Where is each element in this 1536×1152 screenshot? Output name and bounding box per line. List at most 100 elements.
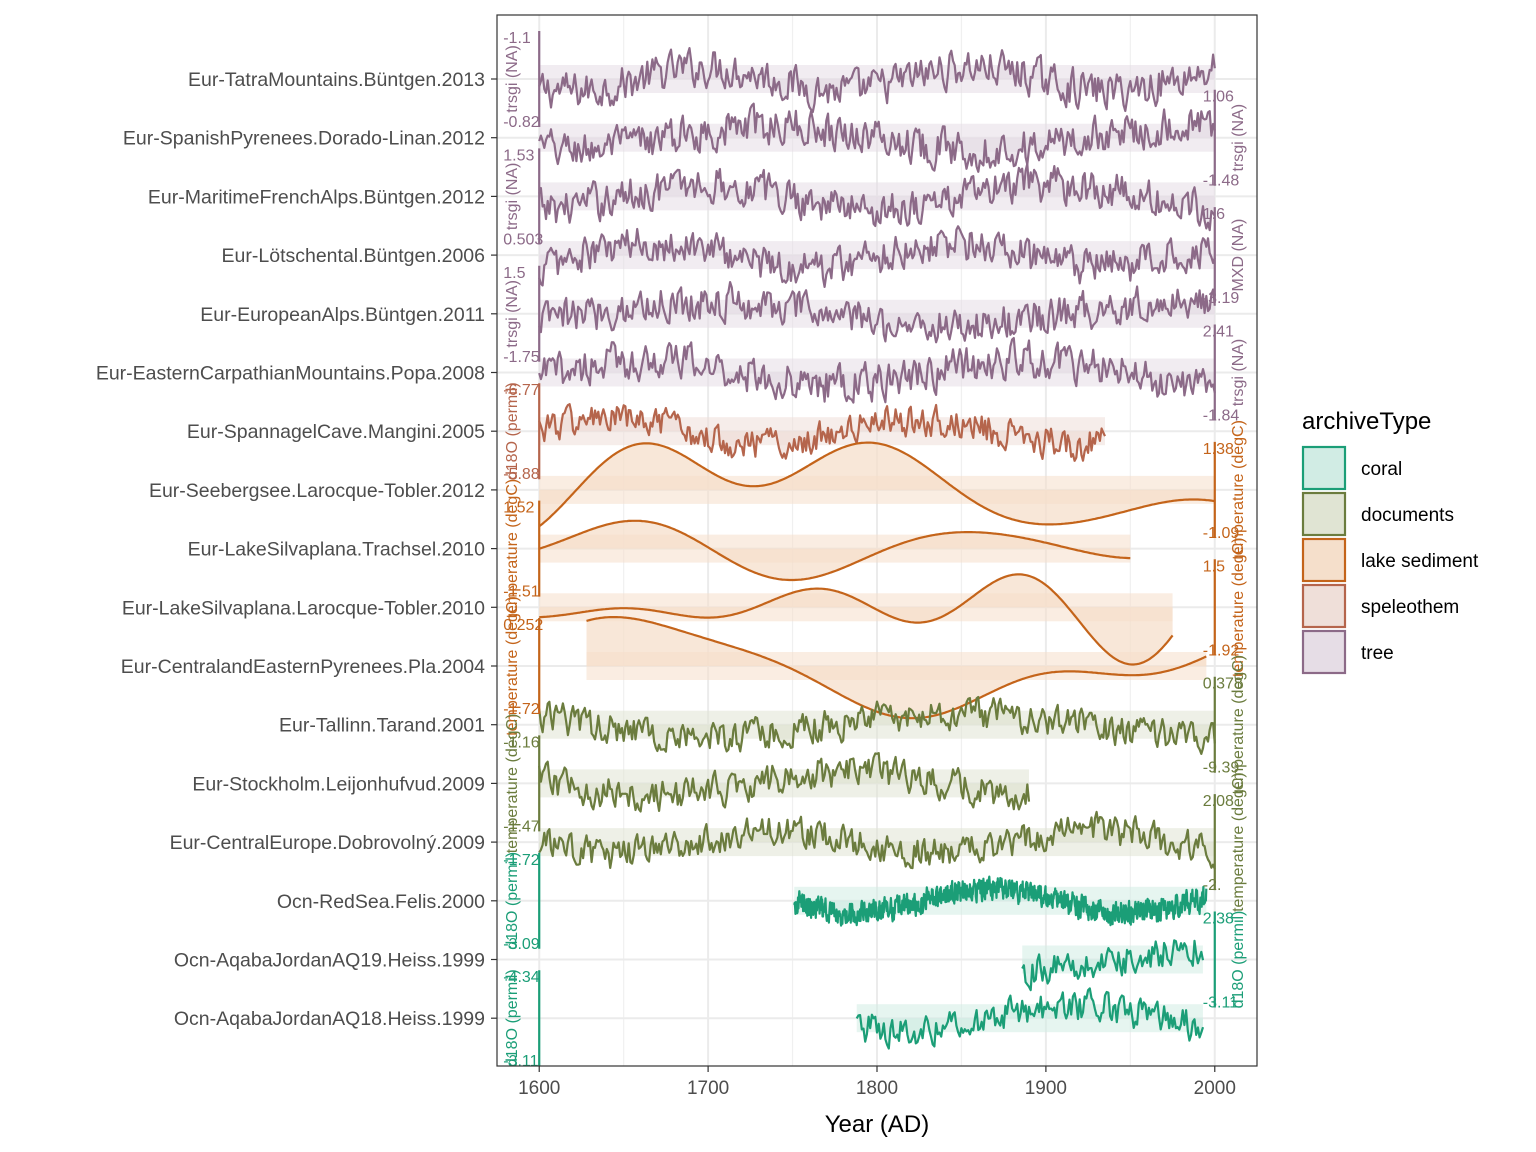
record-line [538, 810, 1216, 870]
legend-label: tree [1361, 643, 1394, 664]
record-axis-max-label: 1.06 [1203, 89, 1234, 106]
x-axis: 1600 1700 1800 1900 2000 [518, 1066, 1236, 1099]
record-axis-max-label: 2.41 [1203, 324, 1234, 341]
y-tick-label: Eur-MaritimeFrenchAlps.Büntgen.2012 [148, 186, 485, 208]
record-axis-title: trsgi (NA) [504, 45, 521, 113]
record-axis-title: trsgi (NA) [504, 163, 521, 231]
y-tick-label: Eur-EasternCarpathianMountains.Popa.2008 [96, 363, 485, 385]
x-tick-label: 1600 [518, 1078, 560, 1099]
y-tick-label: Eur-SpanishPyrenees.Dorado-Linan.2012 [123, 128, 485, 150]
record-axis-title: d18O (permil) [504, 382, 521, 480]
legend-label: lake sediment [1361, 551, 1479, 572]
record-axis-max-label: 1.5 [1203, 558, 1225, 575]
y-tick-label: Eur-CentralandEasternPyrenees.Pla.2004 [121, 656, 485, 678]
legend-swatch [1301, 537, 1347, 583]
legend-swatch [1301, 629, 1347, 675]
record-axis-title: d18O (permil) [504, 969, 521, 1067]
record-axis-title: d18O (permil) [1230, 911, 1247, 1009]
y-tick-label: Eur-Lötschental.Büntgen.2006 [222, 245, 485, 267]
record-series [538, 47, 1216, 1050]
record-axis-max-label: 2.08 [1203, 793, 1234, 810]
record-axis-min-label: -1.09 [1203, 525, 1240, 542]
record-line [793, 875, 1208, 927]
legend: archiveType coral documents lake sediment s… [1301, 408, 1479, 675]
record-band-strip [539, 534, 1131, 563]
record-axis-max-label: 0.252 [503, 617, 543, 634]
y-tick-label: Ocn-AqabaJordanAQ19.Heiss.1999 [174, 950, 485, 972]
y-tick-label: Eur-Tallinn.Tarand.2001 [279, 715, 485, 737]
legend-label: coral [1361, 459, 1402, 480]
record-line [538, 752, 1031, 813]
y-tick-label: Eur-LakeSilvaplana.Larocque-Tobler.2010 [122, 597, 485, 619]
y-tick-label: Eur-TatraMountains.Büntgen.2013 [188, 69, 485, 91]
record-axis-title: temperature (degC) [1230, 655, 1247, 795]
record-line [538, 102, 1216, 173]
record-line [538, 337, 1216, 404]
record-axis-min-label: 0.503 [503, 231, 543, 248]
record-axis-min-label: -1.84 [1203, 408, 1240, 425]
record-line [538, 225, 1216, 288]
record-axis-min-label: -1.51 [503, 584, 540, 601]
record-axis-max-label: -6.77 [503, 382, 540, 399]
record-axis-min-label: -1.75 [503, 349, 540, 366]
record-line [538, 519, 1131, 582]
record-axis-max-label: -4.34 [503, 969, 540, 986]
legend-swatch [1301, 445, 1347, 491]
record-line [538, 47, 1216, 114]
record-axis-min-label: -3.19 [1203, 290, 1240, 307]
legend-swatch [1301, 491, 1347, 537]
x-tick-label: 1800 [856, 1078, 898, 1099]
record-axis-title: trsgi (NA) [504, 280, 521, 348]
record-axis-min-label: -1.72 [503, 701, 540, 718]
record-line [538, 441, 1215, 528]
y-tick-label: Eur-SpannagelCave.Mangini.2005 [187, 421, 485, 443]
record-line [538, 695, 1216, 755]
record-line [538, 162, 1216, 232]
record-axis-title: temperature (degC) [504, 596, 521, 736]
y-tick-label: Ocn-RedSea.Felis.2000 [277, 891, 485, 913]
legend-items: coral documents lake sediment speleothem tre… [1301, 445, 1479, 675]
record-axis-max-label: 1.5 [503, 265, 525, 282]
y-axis: Eur-TatraMountains.Büntgen.2013 Eur-Spani… [96, 69, 497, 1030]
record-band-strip [539, 593, 1173, 622]
record-axis-min-label: -9.39 [1203, 760, 1240, 777]
legend-swatch [1301, 583, 1347, 629]
record-axis-min-label: -1.47 [503, 818, 540, 835]
y-tick-label: Eur-CentralEurope.Dobrovolný.2009 [170, 832, 485, 854]
record-axis-max-label: 1.38 [1203, 441, 1234, 458]
y-tick-label: Eur-Seebergsee.Larocque-Tobler.2012 [149, 480, 485, 502]
record-axis-title: temperature (degC) [1230, 537, 1247, 677]
y-tick-label: Ocn-AqabaJordanAQ18.Heiss.1999 [174, 1008, 485, 1030]
record-axis-min-label: -3.11 [1203, 995, 1238, 1012]
record-axis-title: temperature (degC) [504, 479, 521, 619]
record-axis-max-label: 2.38 [1203, 911, 1234, 928]
record-axis-min-label: -5.88 [503, 466, 540, 483]
record-axis-max-label: -1.1 [503, 30, 531, 47]
record-axis-title: temperature (degC) [1230, 420, 1247, 560]
record-line [1021, 939, 1205, 992]
record-axis-min-label: -1.92 [1203, 642, 1240, 659]
record-axis-title: temperature (degC) [504, 714, 521, 854]
y-tick-label: Eur-LakeSilvaplana.Trachsel.2010 [188, 539, 486, 561]
record-line [539, 573, 1174, 666]
record-axis-title: trsgi (NA) [1230, 104, 1247, 172]
y-tick-label: Eur-Stockholm.Leijonhufvud.2009 [192, 773, 485, 795]
x-tick-label: 2000 [1194, 1078, 1236, 1099]
record-axis-max-label: -1.16 [503, 734, 540, 751]
record-axis-max-label: -1.72 [503, 852, 540, 869]
record-axis-max-label: 0.378 [1203, 676, 1243, 693]
record-line [538, 403, 1106, 462]
record-axis-max-label: 1.52 [503, 500, 534, 517]
record-axis-title: MXD (NA) [1230, 219, 1247, 292]
x-axis-title: Year (AD) [825, 1111, 929, 1138]
record-line [855, 987, 1205, 1050]
legend-label: documents [1361, 505, 1454, 526]
legend-label: speleothem [1361, 597, 1459, 618]
record-axis-min-label: -2. [1203, 877, 1222, 894]
x-tick-label: 1900 [1025, 1078, 1067, 1099]
record-axis-title: temperature (degC) [1230, 772, 1247, 912]
x-tick-label: 1700 [687, 1078, 729, 1099]
